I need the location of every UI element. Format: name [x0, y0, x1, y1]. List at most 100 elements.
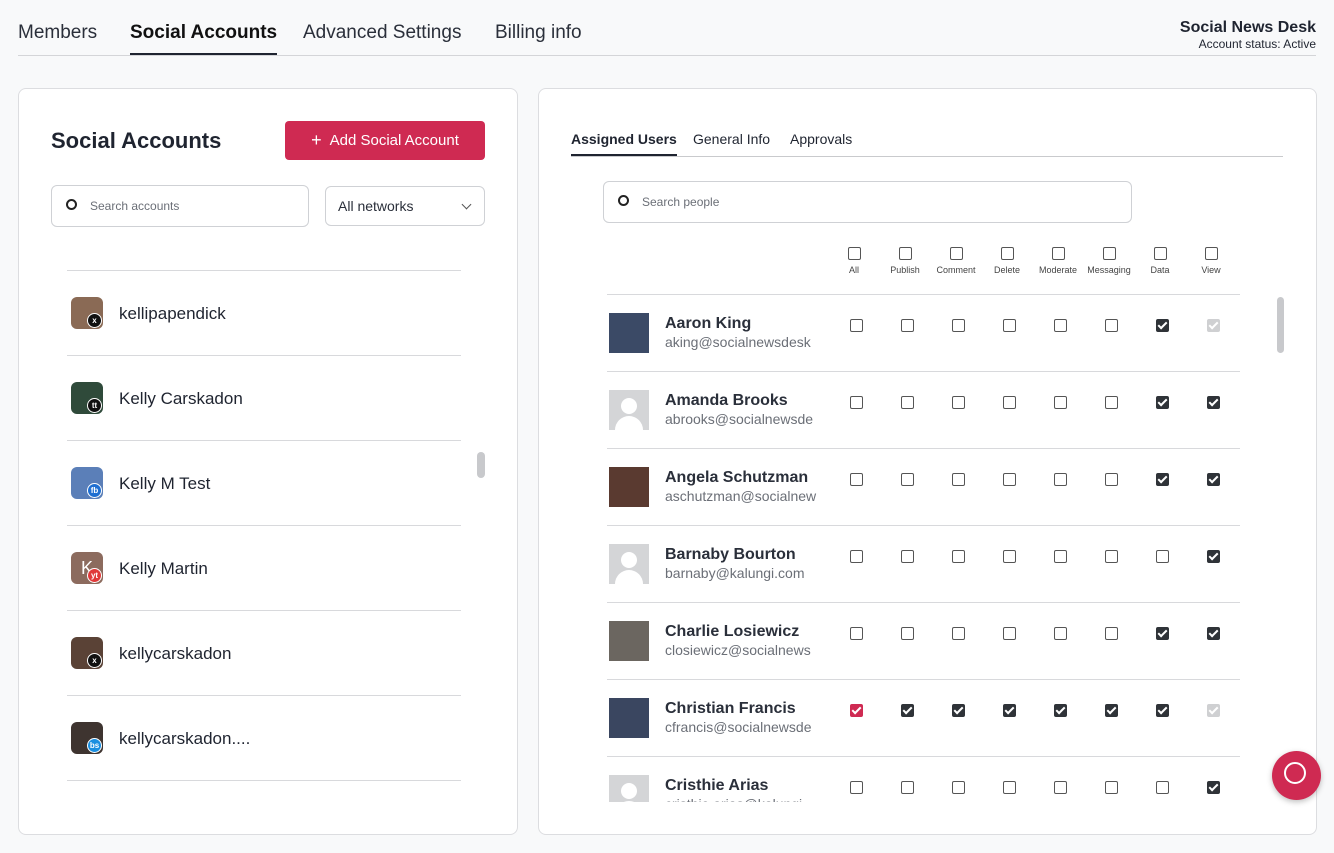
detail-tab[interactable]: Approvals: [790, 131, 853, 147]
user-list: Aaron King aking@socialnewsdesk Amanda Bro…: [607, 295, 1241, 802]
permission-checkbox[interactable]: [1105, 704, 1118, 717]
permission-checkbox[interactable]: [1003, 704, 1016, 717]
account-row[interactable]: x kellycarskadon: [67, 611, 461, 696]
account-row[interactable]: bs kellycarskadon....: [67, 696, 461, 781]
header-checkbox[interactable]: [1103, 247, 1116, 260]
search-accounts[interactable]: Search accounts: [51, 185, 309, 227]
permission-checkbox[interactable]: [850, 550, 863, 563]
account-row[interactable]: x kellipapendick: [67, 271, 461, 356]
permission-checkbox[interactable]: [1105, 319, 1118, 332]
permission-checkbox[interactable]: [850, 319, 863, 332]
permission-checkbox[interactable]: [1105, 627, 1118, 640]
permission-checkbox[interactable]: [1054, 473, 1067, 486]
permission-checkbox[interactable]: [1156, 319, 1169, 332]
permission-checkbox[interactable]: [901, 781, 914, 794]
nav-tab[interactable]: Members: [18, 22, 98, 43]
permission-checkbox[interactable]: [1207, 627, 1220, 640]
permission-checkbox[interactable]: [1156, 473, 1169, 486]
permission-checkbox[interactable]: [1156, 396, 1169, 409]
permission-checkbox[interactable]: [1156, 781, 1169, 794]
permission-checkbox[interactable]: [1003, 319, 1016, 332]
permission-checkbox[interactable]: [1003, 781, 1016, 794]
nav-tab[interactable]: Social Accounts: [130, 22, 278, 55]
permission-checkbox[interactable]: [952, 396, 965, 409]
user-name: Amanda Brooks: [665, 392, 788, 409]
nav-tab[interactable]: Advanced Settings: [303, 22, 462, 43]
permission-checkbox[interactable]: [901, 550, 914, 563]
permission-checkbox[interactable]: [952, 319, 965, 332]
header-checkbox[interactable]: [899, 247, 912, 260]
silhouette-head: [621, 783, 637, 799]
detail-tab[interactable]: General Info: [693, 131, 771, 147]
silhouette-body: [615, 801, 643, 802]
nav-tab[interactable]: Billing info: [495, 22, 582, 43]
user-email: aking@socialnewsdesk: [665, 334, 811, 350]
permission-checkbox[interactable]: [850, 627, 863, 640]
org-name: Social News Desk: [1179, 19, 1316, 36]
permission-checkbox[interactable]: [1156, 627, 1169, 640]
account-name: Kelly Martin: [119, 559, 208, 578]
permission-checkbox[interactable]: [1105, 550, 1118, 563]
permission-checkbox[interactable]: [952, 704, 965, 717]
permission-checkbox[interactable]: [850, 473, 863, 486]
header-checkbox[interactable]: [1205, 247, 1218, 260]
permission-checkbox[interactable]: [1003, 473, 1016, 486]
permission-checkbox[interactable]: [1207, 473, 1220, 486]
permission-checkbox[interactable]: [1003, 550, 1016, 563]
help-button[interactable]: [1272, 751, 1321, 800]
network-filter[interactable]: All networks: [325, 186, 485, 226]
permission-checkbox[interactable]: [952, 473, 965, 486]
permission-checkbox[interactable]: [952, 781, 965, 794]
permission-checkbox[interactable]: [1207, 550, 1220, 563]
permission-checkbox[interactable]: [1003, 396, 1016, 409]
tabs-divider: [571, 156, 1283, 157]
header-checkbox[interactable]: [1154, 247, 1167, 260]
permission-checkbox[interactable]: [1054, 550, 1067, 563]
account-row[interactable]: fb Kelly M Test: [67, 441, 461, 526]
permission-checkbox[interactable]: [1054, 781, 1067, 794]
permission-label: Comment: [936, 265, 976, 275]
permission-checkbox[interactable]: [1003, 627, 1016, 640]
permission-checkbox[interactable]: [901, 627, 914, 640]
network-badge: bs: [87, 738, 102, 753]
permission-checkbox[interactable]: [850, 781, 863, 794]
permission-checkbox[interactable]: [1054, 704, 1067, 717]
header-checkbox[interactable]: [848, 247, 861, 260]
permission-checkbox[interactable]: [1054, 319, 1067, 332]
account-row[interactable]: tt Kelly Carskadon: [67, 356, 461, 441]
header-checkbox[interactable]: [1052, 247, 1065, 260]
account-name: Kelly M Test: [119, 474, 211, 493]
permission-checkbox[interactable]: [901, 704, 914, 717]
filter-label: All networks: [338, 198, 414, 214]
permission-checkbox[interactable]: [850, 396, 863, 409]
permission-checkbox[interactable]: [1207, 781, 1220, 794]
permission-checkbox[interactable]: [850, 704, 863, 717]
header-checkbox[interactable]: [1001, 247, 1014, 260]
permission-checkbox[interactable]: [1105, 473, 1118, 486]
permission-checkbox[interactable]: [1156, 550, 1169, 563]
user-name: Christian Francis: [665, 700, 796, 717]
permission-checkbox[interactable]: [952, 627, 965, 640]
permission-checkbox[interactable]: [1105, 781, 1118, 794]
permission-checkbox[interactable]: [1054, 627, 1067, 640]
add-account-button[interactable]: + Add Social Account: [285, 121, 485, 160]
permission-label: Messaging: [1087, 265, 1131, 275]
nav-active-underline: [130, 53, 278, 55]
permission-checkbox[interactable]: [901, 319, 914, 332]
detail-tab[interactable]: Assigned Users: [571, 131, 677, 156]
permission-checkbox[interactable]: [1207, 396, 1220, 409]
account-name: Kelly Carskadon: [119, 389, 243, 408]
list-divider: [67, 270, 461, 271]
network-badge: tt: [87, 398, 102, 413]
permission-checkbox[interactable]: [1156, 704, 1169, 717]
permission-checkbox[interactable]: [901, 396, 914, 409]
permission-checkbox[interactable]: [1105, 396, 1118, 409]
search-people[interactable]: Search people: [603, 181, 1132, 223]
header-checkbox[interactable]: [950, 247, 963, 260]
permission-checkbox[interactable]: [952, 550, 965, 563]
permission-checkbox[interactable]: [1054, 396, 1067, 409]
permission-checkbox[interactable]: [901, 473, 914, 486]
permission-label: Publish: [890, 265, 920, 275]
